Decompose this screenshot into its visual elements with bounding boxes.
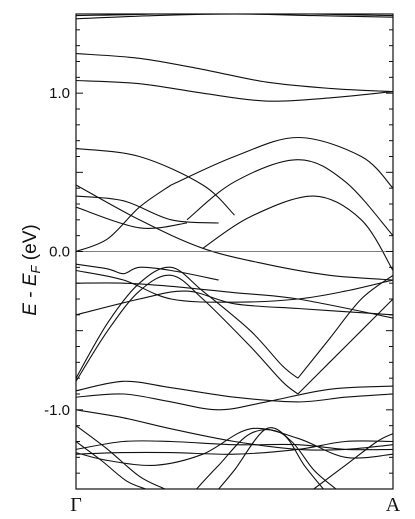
y-label-fermi-subscript: F — [28, 264, 43, 273]
band-14 — [76, 269, 393, 303]
band-28 — [76, 441, 146, 489]
band-18 — [297, 274, 393, 379]
y-tick-label: 0.0 — [49, 244, 70, 261]
band-13 — [76, 263, 219, 281]
band-31 — [313, 433, 393, 489]
y-axis-label: E - EF (eV) — [20, 224, 43, 315]
band-27 — [76, 425, 166, 489]
band-1 — [76, 14, 393, 20]
y-tick-label: -1.0 — [44, 402, 70, 419]
band-16 — [76, 290, 393, 316]
y-tick-label: 1.0 — [49, 85, 70, 102]
y-label-minus: - — [20, 286, 41, 303]
band-25 — [76, 440, 393, 455]
band-23 — [76, 409, 393, 451]
band-9 — [76, 184, 172, 253]
x-tick-label: Γ — [70, 494, 82, 516]
band-8 — [76, 206, 187, 229]
y-label-energy: E — [20, 303, 41, 316]
y-label-fermi: E — [20, 273, 41, 286]
band-29 — [196, 429, 324, 489]
band-30 — [218, 427, 337, 489]
band-3 — [76, 53, 393, 93]
band-12 — [202, 195, 393, 271]
band-24 — [76, 440, 393, 451]
band-5 — [76, 148, 235, 216]
band-2 — [76, 14, 393, 17]
band-6 — [76, 184, 393, 281]
band-7 — [76, 195, 219, 224]
band-19 — [76, 274, 299, 395]
band-15 — [76, 282, 393, 319]
band-21 — [76, 380, 393, 403]
band-26 — [76, 427, 393, 467]
band-4 — [76, 79, 393, 102]
x-tick-label: A — [386, 494, 401, 516]
band-11 — [186, 159, 393, 237]
y-axis-ticks: 1.0 0.0 -1.0 — [44, 13, 393, 490]
band-22 — [76, 385, 393, 411]
band-10 — [170, 136, 393, 189]
band-curves — [76, 14, 393, 489]
y-label-unit: (eV) — [20, 224, 41, 265]
band-20 — [297, 298, 393, 395]
band-17 — [76, 266, 299, 379]
